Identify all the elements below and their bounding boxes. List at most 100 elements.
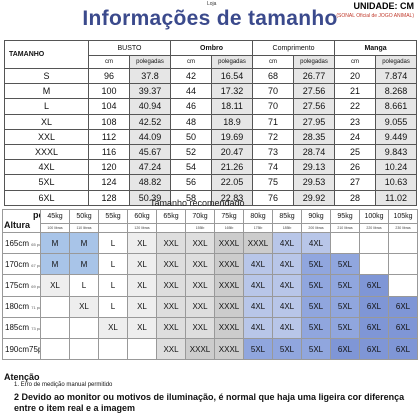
height-label: 180cm 71 pol. <box>2 295 41 318</box>
recommended-size-cell: M <box>69 231 99 255</box>
recommended-size-cell: XXL <box>156 274 186 297</box>
weight-header: 75kg <box>214 209 244 224</box>
recommended-size-cell: 5XL <box>330 253 360 276</box>
recommended-size-cell: 6XL <box>359 337 389 361</box>
group-header-manga: Manga <box>334 40 418 56</box>
recommended-size-cell: XXL <box>185 253 215 276</box>
measurement-cell: 11.02 <box>375 189 418 206</box>
recommended-size-cell: XXL <box>185 231 215 255</box>
weight-header: 95kg <box>330 209 360 224</box>
recommended-size-cell: 6XL <box>359 316 389 339</box>
measurement-cell: 7.874 <box>375 67 418 85</box>
notes-heading: Atenção <box>4 372 40 382</box>
measurement-cell: 54 <box>170 159 212 176</box>
measurement-cell: 27.56 <box>293 98 336 115</box>
recommended-size-cell: 6XL <box>388 337 418 361</box>
size-row: L 104 40.94 46 18.11 70 27.56 22 8.661 <box>4 98 418 115</box>
recommended-size-cell: 6XL <box>359 295 389 318</box>
recommend-grid: peso Altura 45kg50kg55kg60kg65kg70kg75kg… <box>2 209 418 361</box>
weight-lb-label: 100 libras <box>40 223 70 233</box>
measurement-cell: 128 <box>88 189 130 206</box>
recommended-size-cell: XL <box>127 274 157 297</box>
weight-lb-label: 230 libras <box>388 223 418 233</box>
recommended-size-cell: 5XL <box>301 253 331 276</box>
measurement-cell: 22.05 <box>210 174 254 191</box>
recommended-size-cell: M <box>40 253 70 276</box>
recommended-size-cell <box>69 316 99 339</box>
size-label: XXXL <box>4 143 89 161</box>
measurement-cell: 27.95 <box>293 113 336 130</box>
size-row: 4XL 120 47.24 54 21.26 74 29.13 26 10.24 <box>4 159 418 176</box>
measurement-cell: 42 <box>170 67 212 85</box>
recommended-size-cell: 6XL <box>388 295 418 318</box>
measurement-cell: 29.53 <box>293 174 336 191</box>
recommended-size-cell: XXXL <box>214 316 244 339</box>
measurement-cell: 28 <box>334 189 377 206</box>
weight-header: 70kg <box>185 209 215 224</box>
recommended-size-cell: L <box>98 253 128 276</box>
measurement-cell: 74 <box>252 159 295 176</box>
weight-header: 100kg <box>359 209 389 224</box>
recommended-size-cell: XL <box>69 295 99 318</box>
group-header-ombro: Ombro <box>169 40 254 56</box>
store-label: Loja <box>207 1 217 7</box>
height-value: 175cm <box>5 280 30 290</box>
measurement-cell: 8.268 <box>375 83 418 100</box>
measurement-cell: 29.13 <box>293 159 336 176</box>
measurement-cell: 58 <box>170 189 212 206</box>
recommended-size-cell: XXL <box>156 231 186 255</box>
height-label: 170cm 67 pol. <box>2 253 41 276</box>
recommended-size-cell: XXXL <box>214 337 244 361</box>
measurement-cell: 73 <box>252 143 295 161</box>
recommended-size-cell: L <box>98 295 128 318</box>
recommended-size-cell: 5XL <box>301 274 331 297</box>
size-row: 6XL 128 50.39 58 22.83 76 29.92 28 11.02 <box>4 189 418 206</box>
measurement-cell: 37.8 <box>129 67 171 85</box>
measurement-cell: 28.74 <box>293 143 336 161</box>
measurement-cell: 20 <box>334 67 377 85</box>
recommended-size-cell <box>98 337 128 361</box>
measurement-cell: 18.9 <box>210 113 254 130</box>
recommended-size-cell: L <box>98 231 128 255</box>
recommended-size-cell: XL <box>127 231 157 255</box>
measurement-cell: 75 <box>252 174 295 191</box>
unit-header: cm <box>334 55 377 69</box>
size-row: S 96 37.8 42 16.54 68 26.77 20 7.874 <box>4 67 418 85</box>
measurement-cell: 44.09 <box>129 128 171 145</box>
measurement-cell: 120 <box>88 159 130 176</box>
measurement-cell: 39.37 <box>129 83 171 100</box>
recommended-size-cell: 4XL <box>272 253 302 276</box>
height-row: 185cm 73 pol.XLXLXXLXXLXXXL4XL4XL5XL5XL6… <box>2 316 418 339</box>
recommended-size-cell: 5XL <box>330 274 360 297</box>
weight-header: 80kg <box>243 209 273 224</box>
recommended-size-cell: L <box>69 274 99 297</box>
measurement-cell: 29.92 <box>293 189 336 206</box>
recommended-size-cell: 6XL <box>330 337 360 361</box>
recommended-size-cell: XXL <box>156 337 186 361</box>
recommended-size-cell: XXXL <box>214 231 244 255</box>
size-label: XL <box>4 113 89 130</box>
height-value: 170cm <box>5 259 30 269</box>
size-chart-table: TAMANHO BUSTO Ombro Comprimento Manga cm… <box>4 40 418 206</box>
group-header-busto: BUSTO <box>88 40 171 56</box>
recommended-size-cell <box>388 253 418 276</box>
measurement-cell: 24 <box>334 128 377 145</box>
measurement-cell: 124 <box>88 174 130 191</box>
weight-lb-label: 175lb <box>243 223 273 233</box>
recommended-size-cell: 6XL <box>388 316 418 339</box>
height-inches: 65 pol. <box>31 241 40 247</box>
height-inches: 69 pol. <box>31 283 40 289</box>
recommended-size-cell: XXXL <box>243 231 273 255</box>
weight-header: 65kg <box>156 209 186 224</box>
recommended-size-cell: 4XL <box>243 253 273 276</box>
recommended-size-cell: 4XL <box>301 231 331 255</box>
height-label: 175cm 69 pol. <box>2 274 41 297</box>
unit-header: cm <box>252 55 295 69</box>
recommended-size-cell: XXXL <box>214 295 244 318</box>
weight-lb-label: 200 libras <box>301 223 331 233</box>
weight-lb-label <box>156 223 186 233</box>
recommend-title: Tamanho recomendado <box>150 198 245 208</box>
weight-header: 45kg <box>40 209 70 224</box>
size-label: 4XL <box>4 159 89 176</box>
